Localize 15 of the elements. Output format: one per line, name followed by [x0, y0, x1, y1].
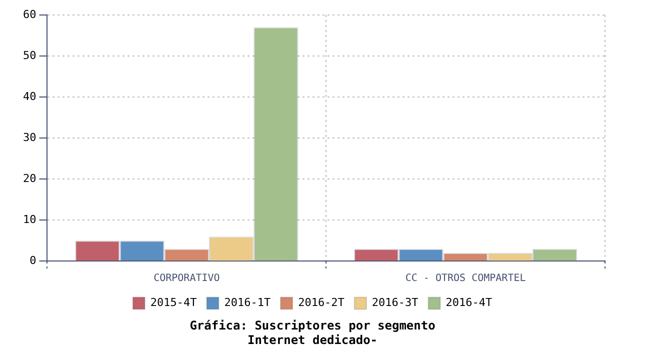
y-tick-label: 60 — [22, 8, 36, 21]
y-tick-label: 30 — [22, 130, 36, 144]
legend-label: 2016-1T — [224, 296, 271, 310]
legend-label: 2016-3T — [372, 296, 419, 310]
y-tick-label: 50 — [22, 48, 36, 62]
legend-label: 2015-4T — [150, 296, 198, 310]
legend-label: 2016-2T — [298, 296, 345, 310]
x-tick-label: CC - OTROS COMPARTEL — [405, 272, 526, 284]
y-tick-label: 20 — [22, 172, 36, 185]
y-tick-label: 40 — [22, 90, 36, 103]
y-tick-label: 0 — [30, 254, 36, 268]
y-tick-label: 10 — [22, 213, 36, 226]
legend-label: 2016-4T — [446, 296, 493, 310]
text: Gráfica: Suscriptores por segmento Internet dedicado- — [190, 318, 436, 347]
x-tick-label: CORPORATIVO — [154, 272, 220, 284]
